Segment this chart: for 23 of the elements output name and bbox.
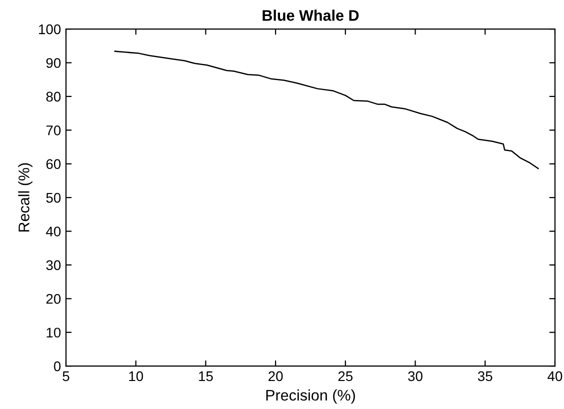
x-tick-label: 20	[268, 371, 283, 382]
y-tick-label: 60	[46, 159, 61, 170]
x-tick-label: 25	[338, 371, 353, 382]
chart-title: Blue Whale D	[262, 10, 359, 21]
y-tick-label: 40	[46, 226, 61, 236]
x-tick-label: 10	[129, 371, 144, 382]
y-tick-label: 50	[46, 192, 61, 203]
x-tick-label: 5	[62, 371, 70, 382]
y-axis-title: Recall (%)	[18, 163, 32, 232]
x-tick-label: 35	[478, 371, 492, 382]
y-tick-label: 80	[46, 92, 61, 102]
y-tick-label: 20	[46, 294, 61, 304]
y-tick-label: 90	[46, 58, 61, 68]
y-tick-label: 10	[46, 328, 61, 338]
x-tick-label: 40	[548, 371, 562, 382]
x-axis-title: Precision (%)	[266, 389, 355, 404]
x-tick-label: 15	[199, 371, 213, 382]
y-tick-label: 0	[54, 361, 61, 372]
y-tick-label: 30	[46, 260, 61, 270]
y-tick-label: 100	[39, 24, 61, 34]
y-tick-label: 70	[46, 125, 61, 136]
x-tick-label: 30	[408, 371, 422, 382]
line-series	[114, 50, 539, 170]
